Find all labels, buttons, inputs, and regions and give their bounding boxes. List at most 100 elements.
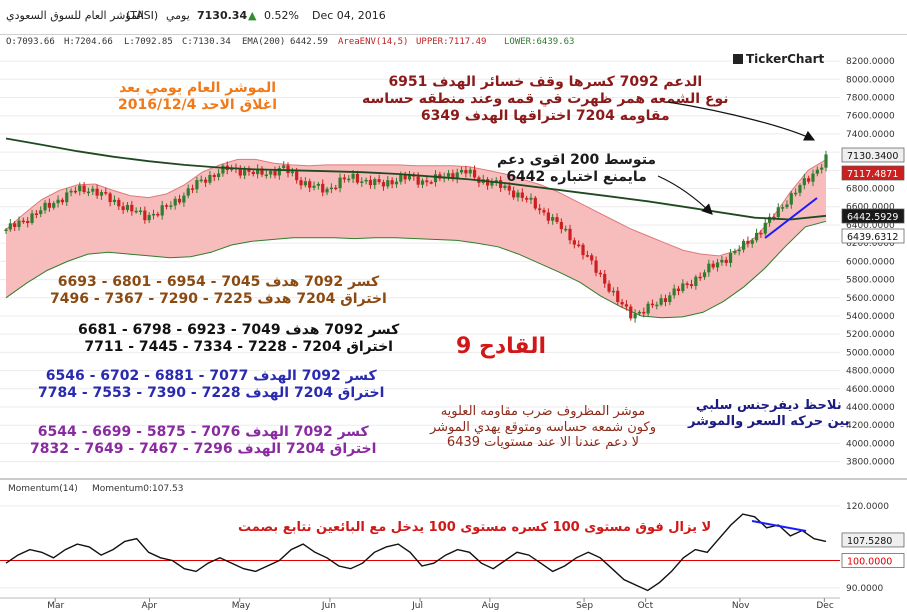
candle-body xyxy=(69,190,73,193)
candle-body xyxy=(199,179,203,182)
candle-body xyxy=(143,210,147,221)
annotation-ema200: متوسط 200 اقوى دعم مايمنع اختباره 6442 xyxy=(497,152,657,185)
candle-body xyxy=(286,165,290,174)
x-tick-label: May xyxy=(232,601,251,611)
candle-body xyxy=(247,169,251,172)
annotation-momentum: لا يزال فوق مستوى 100 كسره مستوى 100 يدخ… xyxy=(238,520,712,535)
candle-body xyxy=(676,288,681,292)
candle-body xyxy=(243,169,247,176)
y-tick-label: 5800.0000 xyxy=(846,276,895,286)
candle-body xyxy=(52,203,56,208)
candle-body xyxy=(355,173,360,183)
candle-body xyxy=(338,177,342,189)
candle-body xyxy=(4,229,8,231)
candle-body xyxy=(802,178,806,186)
candle-body xyxy=(416,176,420,185)
candle-body xyxy=(360,181,364,183)
candle-body xyxy=(47,202,51,208)
candle-body xyxy=(807,178,811,182)
y-tick-label: 5200.0000 xyxy=(846,330,895,340)
price-axis: 8200.0000 8000.0000 7800.0000 7600.0000 7400… xyxy=(846,57,895,468)
candle-body xyxy=(616,290,620,302)
annotation-targets-3: كسر 7092 الهدف 7077 - 6881 - 6702 - 6546… xyxy=(38,368,385,401)
candle-body xyxy=(455,172,459,179)
candle-body xyxy=(698,276,702,279)
candle-body xyxy=(364,179,368,182)
candle-body xyxy=(728,253,733,263)
candle-body xyxy=(520,192,524,198)
candle-body xyxy=(108,193,112,203)
y-tick-label: 7600.0000 xyxy=(846,112,895,122)
y-tick-label: 4600.0000 xyxy=(846,385,895,395)
candle-body xyxy=(73,190,78,193)
candle-body xyxy=(507,185,511,191)
candle-body xyxy=(221,165,225,174)
candle-body xyxy=(533,197,537,209)
candle-body xyxy=(147,215,151,221)
y-tick-label: 6400.0000 xyxy=(846,221,895,231)
candle-body xyxy=(381,182,386,187)
candle-body xyxy=(112,199,117,203)
upper-value: UPPER:7117.49 xyxy=(416,37,487,47)
x-tick-label: Dec xyxy=(816,601,833,611)
candle-body xyxy=(78,185,82,192)
candle-body xyxy=(399,175,403,182)
candle-body xyxy=(464,169,468,174)
momentum-labels: 107.5280 100.0000 xyxy=(841,532,905,568)
candle-body xyxy=(702,272,707,278)
y-tick-label: 8200.0000 xyxy=(846,57,895,67)
candle-body xyxy=(629,306,633,319)
candle-body xyxy=(256,168,260,175)
x-tick-label: Jun xyxy=(321,601,336,611)
candle-body xyxy=(373,179,377,186)
candle-body xyxy=(741,240,746,250)
momentum-legend-value: 107.53 xyxy=(152,484,184,494)
candle-body xyxy=(21,220,25,223)
annotation-targets-4: كسر 7092 الهدف 7076 - 5875 - 6699 - 6544… xyxy=(30,424,377,457)
price-label-text: 6442.5929 xyxy=(847,212,898,223)
candle-body xyxy=(572,240,576,245)
candle-body xyxy=(672,288,676,296)
candle-body xyxy=(425,180,429,183)
last-price: 7130.34 xyxy=(197,9,248,22)
candle-body xyxy=(746,240,750,244)
momentum-line xyxy=(5,513,827,592)
candle-body xyxy=(681,283,685,292)
y-tick-label: 5000.0000 xyxy=(846,348,895,358)
candle-body xyxy=(811,173,815,182)
candle-body xyxy=(637,311,642,314)
candle-body xyxy=(104,192,108,194)
candle-body xyxy=(516,192,520,198)
candle-body xyxy=(186,188,190,196)
annotation-trigger-9: القادح 9 xyxy=(456,334,547,359)
candle-body xyxy=(26,220,30,224)
candle-body xyxy=(789,193,793,205)
symbol-code: (TASI) xyxy=(126,9,159,22)
candle-body xyxy=(394,181,399,185)
candle-body xyxy=(733,251,737,254)
candle-body xyxy=(598,272,602,275)
candle-body xyxy=(555,217,559,222)
candle-body xyxy=(173,198,177,206)
candle-body xyxy=(490,182,494,186)
candle-body xyxy=(347,178,351,181)
price-label-box xyxy=(841,228,905,244)
candle-body xyxy=(30,213,34,224)
candle-body xyxy=(429,182,433,184)
candle-body xyxy=(642,311,646,314)
candle-body xyxy=(433,174,438,183)
y-tick-label: 6800.0000 xyxy=(846,185,895,195)
x-tick-label: Aug xyxy=(482,601,500,611)
y-tick-label: 6000.0000 xyxy=(846,257,895,267)
candle-body xyxy=(763,222,767,234)
close-value: C:7130.34 xyxy=(182,37,231,47)
candle-body xyxy=(824,154,828,168)
annotation-index-daily: الموشر العام يومي بعد اغلاق الاحد 2016/1… xyxy=(118,80,278,113)
candle-body xyxy=(750,240,754,244)
y-tick-label: 5400.0000 xyxy=(846,312,895,322)
candle-body xyxy=(503,185,507,188)
candle-body xyxy=(785,204,789,208)
y-tick-label: 4400.0000 xyxy=(846,403,895,413)
candle-body xyxy=(134,210,138,213)
